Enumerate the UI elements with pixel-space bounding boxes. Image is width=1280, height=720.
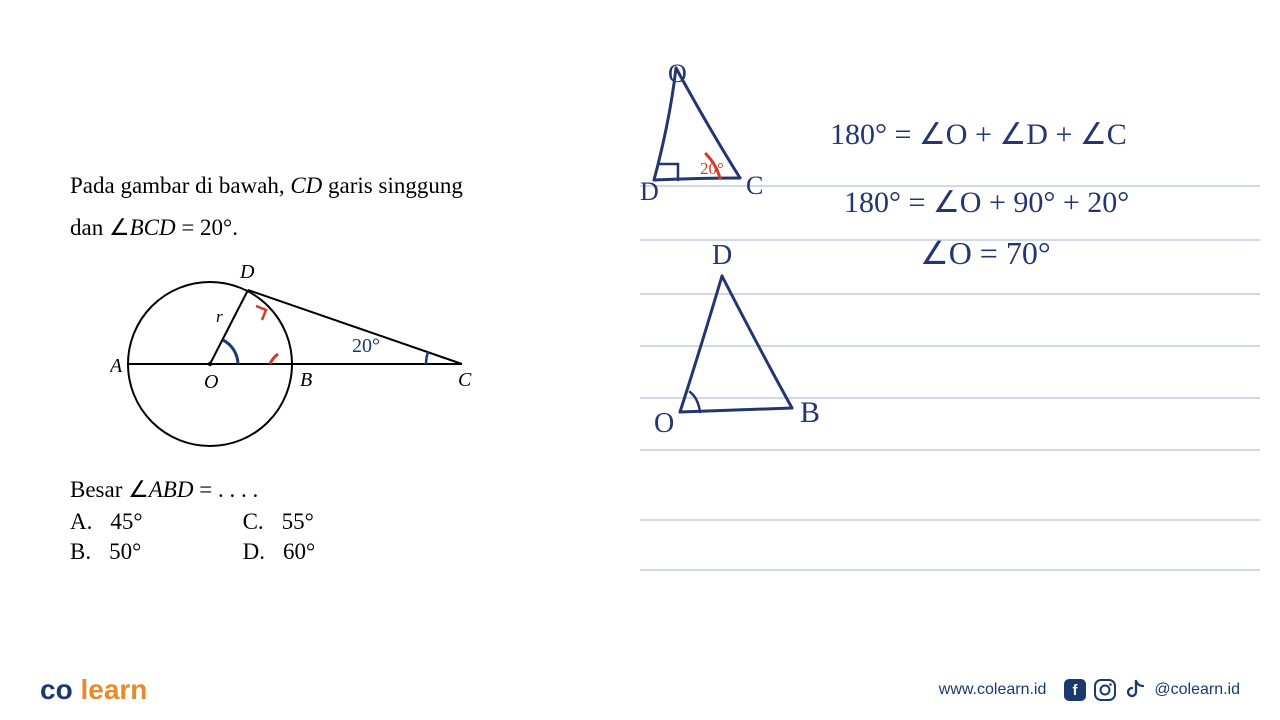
hand-label-D2: D bbox=[712, 240, 732, 271]
hand-eq-3: ∠O = 70° bbox=[920, 235, 1051, 271]
logo-learn: learn bbox=[80, 674, 147, 705]
footer-url: www.colearn.id bbox=[939, 681, 1047, 699]
label-20deg: 20° bbox=[352, 335, 380, 357]
tiktok-icon bbox=[1124, 679, 1146, 701]
option-D: D.60° bbox=[243, 539, 316, 565]
hand-label-20: 20° bbox=[700, 159, 724, 178]
hand-label-C1: C bbox=[746, 171, 763, 200]
hand-label-B2: B bbox=[800, 396, 820, 429]
work-panel: O D C 20° D O B 180° = ∠O + ∠D + ∠C 180°… bbox=[640, 0, 1280, 660]
option-B: B.50° bbox=[70, 539, 143, 565]
text: garis singgung bbox=[322, 173, 463, 198]
text-italic: BCD bbox=[130, 215, 176, 240]
text-italic: ABD bbox=[149, 477, 194, 502]
facebook-icon: f bbox=[1064, 679, 1086, 701]
label-O: O bbox=[204, 371, 218, 393]
text: Besar ∠ bbox=[70, 477, 149, 502]
problem-line-2: dan ∠BCD = 20°. bbox=[70, 212, 600, 244]
instagram-icon bbox=[1094, 679, 1116, 701]
label-D: D bbox=[239, 261, 255, 283]
hand-label-D1: D bbox=[640, 177, 659, 206]
text: = 20°. bbox=[176, 215, 238, 240]
text: Pada gambar di bawah, bbox=[70, 173, 290, 198]
label-A: A bbox=[110, 355, 123, 377]
option-A: A.45° bbox=[70, 509, 143, 535]
footer-handle: @colearn.id bbox=[1154, 681, 1240, 699]
label-r: r bbox=[216, 307, 223, 326]
hand-label-O2: O bbox=[654, 408, 674, 439]
label-C: C bbox=[458, 369, 472, 391]
social-icons: f @colearn.id bbox=[1064, 679, 1240, 701]
circle-diagram: A O B C D r 20° bbox=[110, 254, 600, 459]
problem-line-1: Pada gambar di bawah, CD garis singgung bbox=[70, 170, 600, 202]
hand-triangle-2 bbox=[680, 276, 792, 412]
logo-co: co bbox=[40, 674, 73, 705]
hand-eq-2: 180° = ∠O + 90° + 20° bbox=[844, 186, 1129, 219]
answer-options: A.45° B.50° C.55° D.60° bbox=[70, 509, 600, 565]
footer: co learn www.colearn.id f @colearn.id bbox=[0, 660, 1280, 720]
problem-panel: Pada gambar di bawah, CD garis singgung … bbox=[0, 0, 640, 660]
text: = . . . . bbox=[193, 477, 258, 502]
hand-eq-1: 180° = ∠O + ∠D + ∠C bbox=[830, 118, 1127, 151]
question-line: Besar ∠ABD = . . . . bbox=[70, 477, 600, 503]
brand-logo: co learn bbox=[40, 674, 147, 706]
text-italic: CD bbox=[290, 173, 322, 198]
text: dan ∠ bbox=[70, 215, 130, 240]
hand-label-O1: O bbox=[668, 59, 687, 88]
label-B: B bbox=[300, 369, 312, 391]
hand-triangle-1 bbox=[654, 68, 740, 180]
option-C: C.55° bbox=[243, 509, 316, 535]
